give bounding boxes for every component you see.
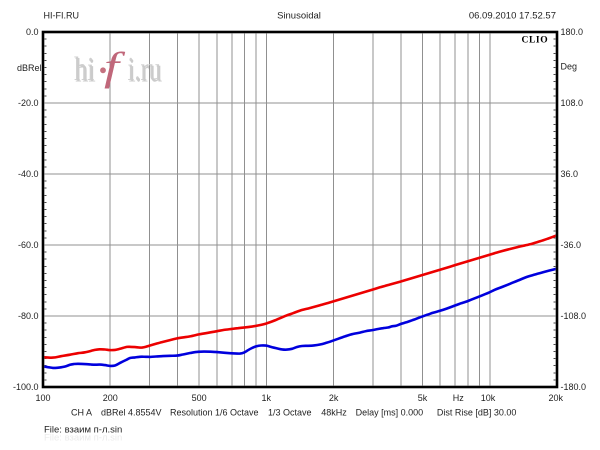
svg-text:File: взаим п-л.sin: File: взаим п-л.sin <box>44 433 122 444</box>
svg-text:-40.0: -40.0 <box>18 169 39 179</box>
svg-text:200: 200 <box>103 393 118 403</box>
svg-text:10k: 10k <box>481 393 496 403</box>
svg-text:dBRel 4.8554V: dBRel 4.8554V <box>101 408 162 418</box>
svg-text:HI-FI.RU: HI-FI.RU <box>44 11 80 21</box>
svg-text:1/3 Octave: 1/3 Octave <box>268 408 312 418</box>
svg-text:i.ru: i.ru <box>129 52 163 89</box>
svg-text:dBRel: dBRel <box>17 63 42 73</box>
svg-text:180.0: 180.0 <box>561 27 584 37</box>
svg-text:1k: 1k <box>262 393 272 403</box>
svg-text:2k: 2k <box>329 393 339 403</box>
svg-text:500: 500 <box>192 393 207 403</box>
svg-text:-180.0: -180.0 <box>561 382 587 392</box>
svg-text:Deg: Deg <box>561 62 578 72</box>
svg-text:Dist Rise [dB] 30.00: Dist Rise [dB] 30.00 <box>437 408 517 418</box>
svg-text:0.0: 0.0 <box>26 27 39 37</box>
svg-text:Delay [ms] 0.000: Delay [ms] 0.000 <box>356 408 424 418</box>
svg-text:-36.0: -36.0 <box>561 240 582 250</box>
svg-text:06.09.2010 17.52.57: 06.09.2010 17.52.57 <box>469 11 556 22</box>
svg-text:-108.0: -108.0 <box>561 311 587 321</box>
svg-text:100: 100 <box>35 393 50 403</box>
svg-text:File: взаим п-л.sin: File: взаим п-л.sin <box>44 425 122 436</box>
svg-text:hi: hi <box>75 52 96 89</box>
svg-text:-60.0: -60.0 <box>18 240 39 250</box>
svg-text:-20.0: -20.0 <box>18 98 39 108</box>
svg-text:hi: hi <box>74 51 95 88</box>
svg-text:-80.0: -80.0 <box>18 311 39 321</box>
svg-text:i.ru: i.ru <box>128 51 162 88</box>
svg-text:-100.0: -100.0 <box>13 382 39 392</box>
svg-text:CH A: CH A <box>71 408 92 418</box>
svg-text:Hz: Hz <box>453 393 464 403</box>
svg-text:20k: 20k <box>548 393 563 403</box>
svg-text:Resolution 1/6 Octave: Resolution 1/6 Octave <box>170 408 259 418</box>
svg-text:CLIO: CLIO <box>522 36 549 46</box>
svg-text:5k: 5k <box>418 393 428 403</box>
svg-text:36.0: 36.0 <box>561 169 579 179</box>
svg-text:48kHz: 48kHz <box>321 408 347 418</box>
svg-text:Sinusoidal: Sinusoidal <box>277 11 321 22</box>
svg-text:108.0: 108.0 <box>561 98 584 108</box>
